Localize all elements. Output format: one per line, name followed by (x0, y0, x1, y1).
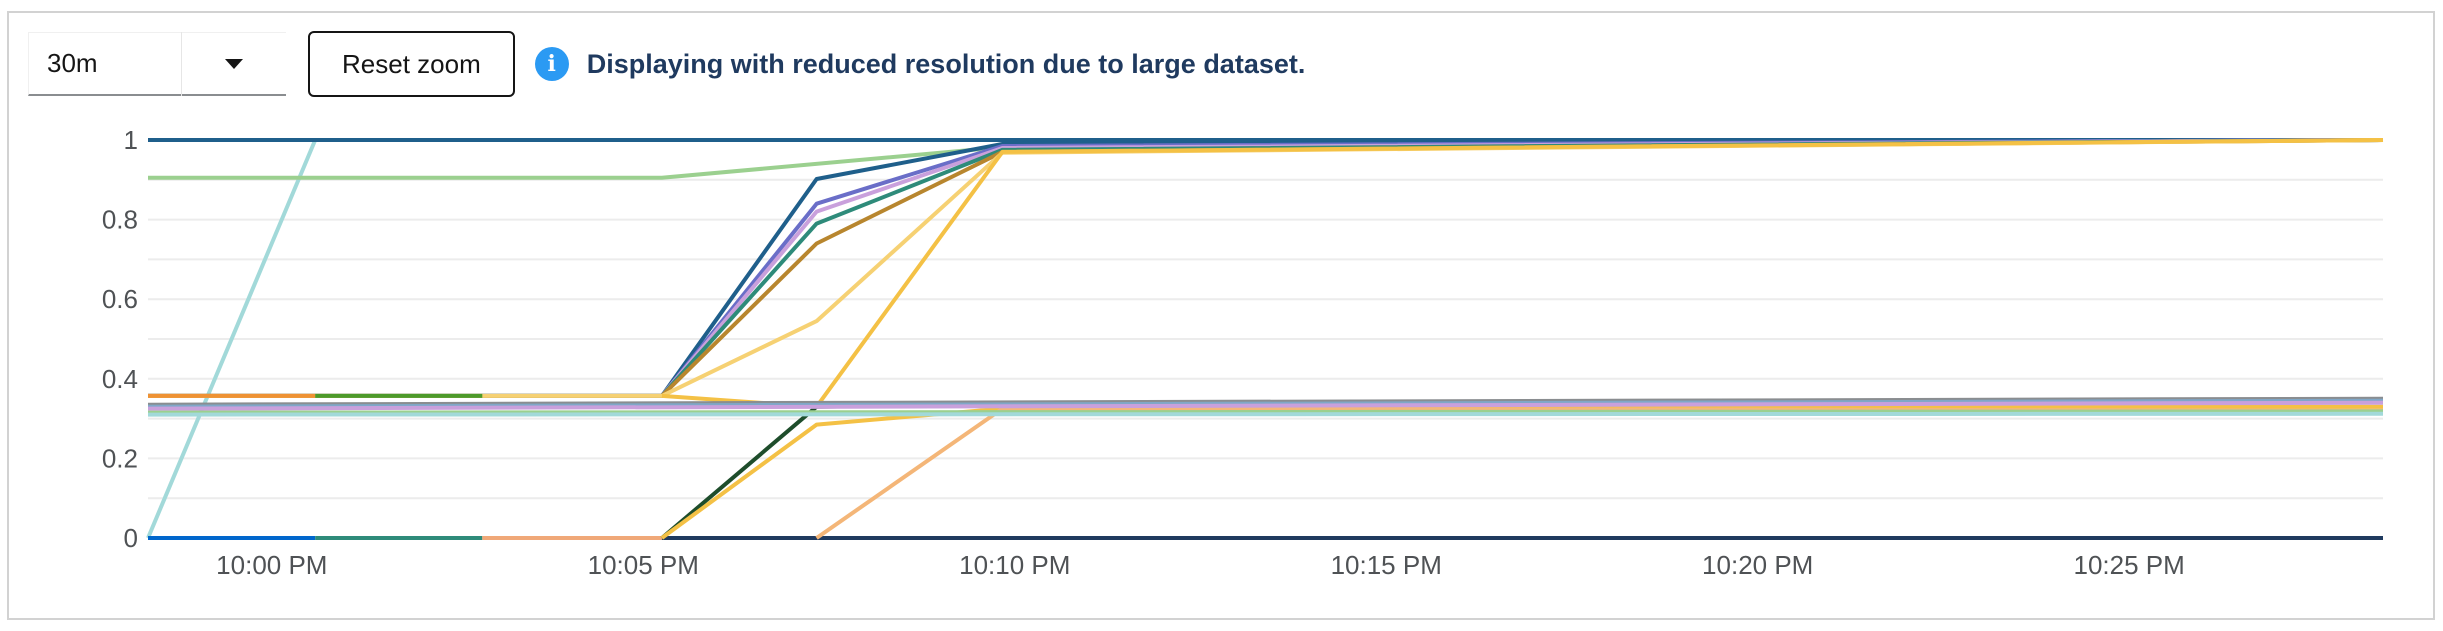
series-line-22[interactable] (147, 400, 2384, 411)
series-line-18[interactable] (660, 404, 2384, 540)
gridlines (148, 139, 2383, 500)
x-tick-label: 10:25 PM (2074, 550, 2185, 580)
series-line-19[interactable] (815, 406, 2384, 540)
x-tick-label: 10:00 PM (216, 550, 327, 580)
time-range-toggle[interactable] (182, 32, 286, 96)
series-line-17[interactable] (660, 398, 2384, 540)
y-tick-label: 0.2 (102, 443, 138, 473)
y-tick-label: 0.8 (102, 205, 138, 235)
series-line-23[interactable] (147, 409, 2384, 415)
y-axis-ticks: 0 0.2 0.4 0.6 0.8 1 (102, 125, 138, 553)
y-tick-label: 0.6 (102, 284, 138, 314)
chart-toolbar: 30m Reset zoom i Displaying with reduced… (28, 31, 1305, 97)
series-line-24[interactable] (147, 411, 2384, 417)
alert-text: Displaying with reduced resolution due t… (586, 48, 1306, 79)
x-tick-label: 10:05 PM (588, 550, 699, 580)
time-range-select[interactable]: 30m (28, 31, 286, 96)
series-line-1[interactable] (146, 139, 318, 539)
chart-card (7, 11, 2435, 620)
time-range-value: 30m (47, 48, 98, 78)
caret-down-icon (225, 58, 243, 69)
x-tick-label: 10:10 PM (959, 550, 1070, 580)
y-tick-label: 0 (124, 523, 138, 553)
reset-zoom-button[interactable]: Reset zoom (308, 31, 515, 97)
series-lines (146, 138, 2384, 540)
x-tick-label: 10:20 PM (1702, 550, 1813, 580)
x-axis-ticks: 10:00 PM 10:05 PM 10:10 PM 10:15 PM 10:20 PM… (216, 550, 2185, 580)
y-tick-label: 0.4 (102, 364, 138, 394)
reduced-resolution-alert: i Displaying with reduced resolution due… (534, 47, 1306, 81)
y-tick-label: 1 (124, 125, 138, 155)
select-divider (181, 31, 182, 96)
x-tick-label: 10:15 PM (1331, 550, 1442, 580)
info-circle-icon: i (534, 47, 569, 81)
